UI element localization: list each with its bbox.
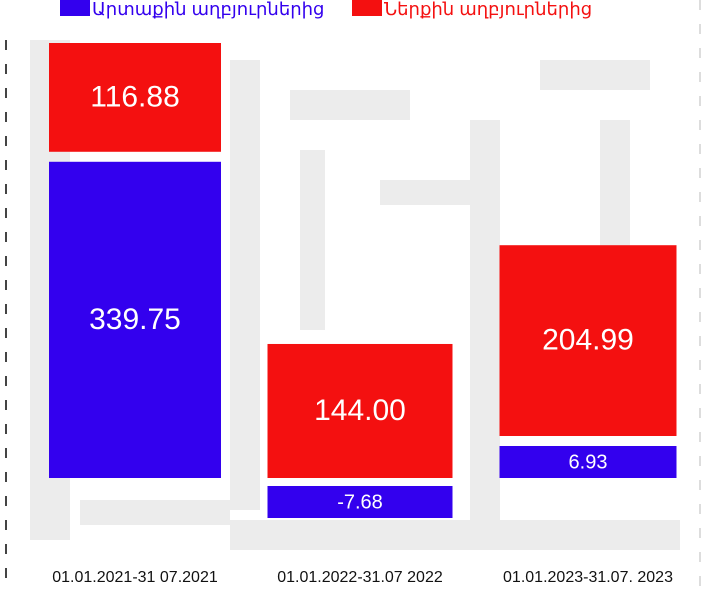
legend-label: Արտաքին աղբյուրներից: [92, 0, 324, 19]
bar-segment: [499, 245, 677, 436]
x-tick-label: 01.01.2023-31.07. 2023: [503, 569, 673, 586]
data-label: 144.00: [314, 394, 406, 427]
legend-swatch: [352, 0, 382, 16]
bar-segment: [267, 343, 453, 478]
bar-segment: [49, 161, 221, 478]
data-label: -7.68: [337, 491, 383, 513]
bar-segment: [267, 486, 453, 518]
x-tick-label: 01.01.2021-31 07.2021: [52, 569, 218, 586]
data-label: 204.99: [542, 324, 634, 357]
legend-swatch: [60, 0, 90, 16]
bar-segment: [499, 446, 677, 478]
data-label: 116.88: [90, 80, 180, 113]
data-label: 6.93: [569, 451, 608, 473]
data-label: 339.75: [89, 303, 181, 336]
legend-label: Ներքին աղբյուրներից: [384, 0, 592, 19]
bar-segment: [49, 43, 221, 152]
x-tick-label: 01.01.2022-31.07 2022: [277, 569, 443, 586]
